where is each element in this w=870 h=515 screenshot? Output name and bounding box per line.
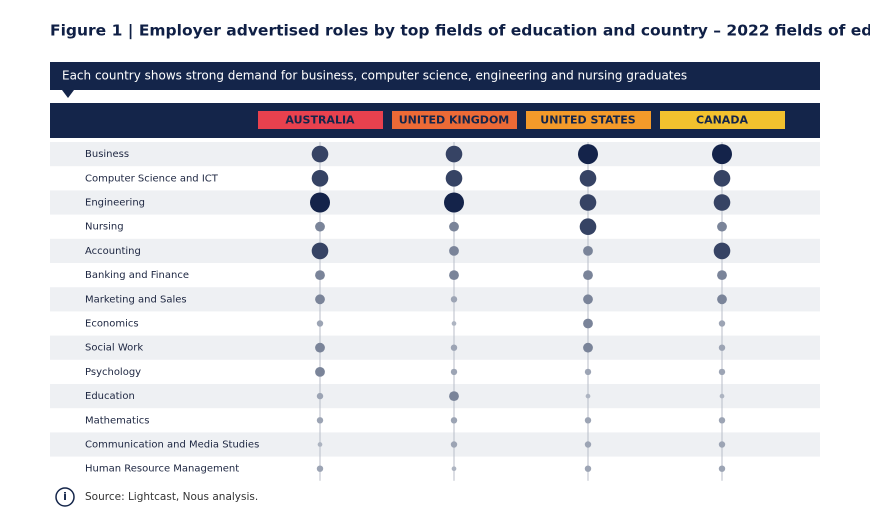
country-label: CANADA bbox=[696, 114, 748, 127]
dot bbox=[311, 170, 329, 187]
dot bbox=[717, 270, 727, 280]
row-label: Marketing and Sales bbox=[85, 294, 187, 305]
dot bbox=[718, 344, 726, 351]
dot bbox=[583, 318, 593, 329]
dot bbox=[579, 218, 597, 235]
dot bbox=[449, 391, 459, 401]
dot bbox=[449, 270, 459, 280]
dot bbox=[718, 368, 726, 376]
dot bbox=[316, 392, 324, 400]
dot bbox=[583, 270, 593, 280]
dot bbox=[718, 417, 726, 424]
row-band bbox=[50, 384, 820, 409]
dot bbox=[583, 294, 593, 305]
dot bbox=[718, 441, 726, 448]
info-icon-glyph: i bbox=[63, 490, 67, 503]
row-label: Nursing bbox=[85, 222, 124, 233]
dot bbox=[315, 270, 325, 280]
country-header bbox=[526, 111, 651, 129]
dot bbox=[584, 417, 592, 424]
dot bbox=[718, 465, 726, 472]
source-note: Source: Lightcast, Nous analysis. bbox=[85, 491, 258, 503]
row-label: Human Resource Management bbox=[85, 464, 239, 475]
dot bbox=[450, 417, 458, 424]
dot bbox=[445, 170, 463, 187]
dot bbox=[449, 246, 459, 256]
row-band bbox=[50, 142, 820, 167]
dot bbox=[449, 221, 459, 232]
dot bbox=[451, 321, 457, 326]
row-label: Education bbox=[85, 391, 135, 402]
dot bbox=[713, 242, 731, 260]
row-band bbox=[50, 287, 820, 312]
dot bbox=[578, 144, 598, 165]
dot bbox=[310, 192, 330, 213]
row-label: Computer Science and ICT bbox=[85, 173, 219, 184]
chart-title: Figure 1 | Employer advertised roles by … bbox=[50, 22, 870, 41]
row-label: Communication and Media Studies bbox=[85, 440, 259, 451]
row-band bbox=[50, 190, 820, 215]
dot bbox=[583, 342, 593, 353]
row-label: Economics bbox=[85, 319, 139, 330]
dot bbox=[583, 246, 593, 256]
dot bbox=[719, 393, 725, 399]
country-header bbox=[660, 111, 785, 129]
dot bbox=[584, 465, 592, 472]
dot bbox=[316, 320, 324, 327]
dot bbox=[317, 442, 323, 447]
dot bbox=[316, 417, 324, 424]
dot bbox=[316, 465, 324, 472]
dot bbox=[713, 194, 731, 211]
dot bbox=[717, 221, 727, 232]
banner bbox=[50, 62, 820, 90]
country-header bbox=[258, 111, 383, 129]
dot bbox=[444, 192, 464, 213]
row-label: Engineering bbox=[85, 198, 145, 209]
banner-pointer bbox=[62, 90, 74, 98]
row-label: Business bbox=[85, 149, 129, 160]
dot bbox=[451, 466, 457, 472]
row-band bbox=[50, 335, 820, 360]
row-label: Social Work bbox=[85, 343, 143, 354]
dot bbox=[450, 441, 458, 448]
dot bbox=[718, 320, 726, 327]
row-band bbox=[50, 432, 820, 457]
dot bbox=[584, 368, 592, 376]
dot bbox=[712, 144, 732, 165]
dot bbox=[450, 368, 458, 376]
country-label: AUSTRALIA bbox=[285, 114, 355, 127]
dot bbox=[315, 367, 325, 377]
row-band bbox=[50, 238, 820, 263]
row-label: Mathematics bbox=[85, 415, 149, 426]
dot bbox=[315, 221, 325, 232]
dot bbox=[585, 393, 591, 399]
country-label: UNITED STATES bbox=[540, 114, 635, 127]
dot bbox=[713, 170, 731, 187]
country-header bbox=[392, 111, 517, 129]
dot bbox=[445, 145, 463, 163]
dot bbox=[579, 170, 597, 187]
dot bbox=[717, 294, 727, 305]
dot bbox=[315, 342, 325, 353]
info-icon bbox=[55, 487, 75, 507]
dot bbox=[311, 145, 329, 163]
row-label: Banking and Finance bbox=[85, 270, 189, 281]
dot bbox=[450, 344, 458, 351]
dot bbox=[311, 242, 329, 260]
dot bbox=[450, 296, 458, 303]
dot bbox=[579, 194, 597, 211]
country-label: UNITED KINGDOM bbox=[399, 114, 510, 127]
chart-subtitle: Each country shows strong demand for bus… bbox=[62, 69, 687, 83]
row-label: Psychology bbox=[85, 367, 141, 378]
dot bbox=[315, 294, 325, 305]
dot bbox=[584, 441, 592, 448]
row-label: Accounting bbox=[85, 246, 141, 257]
